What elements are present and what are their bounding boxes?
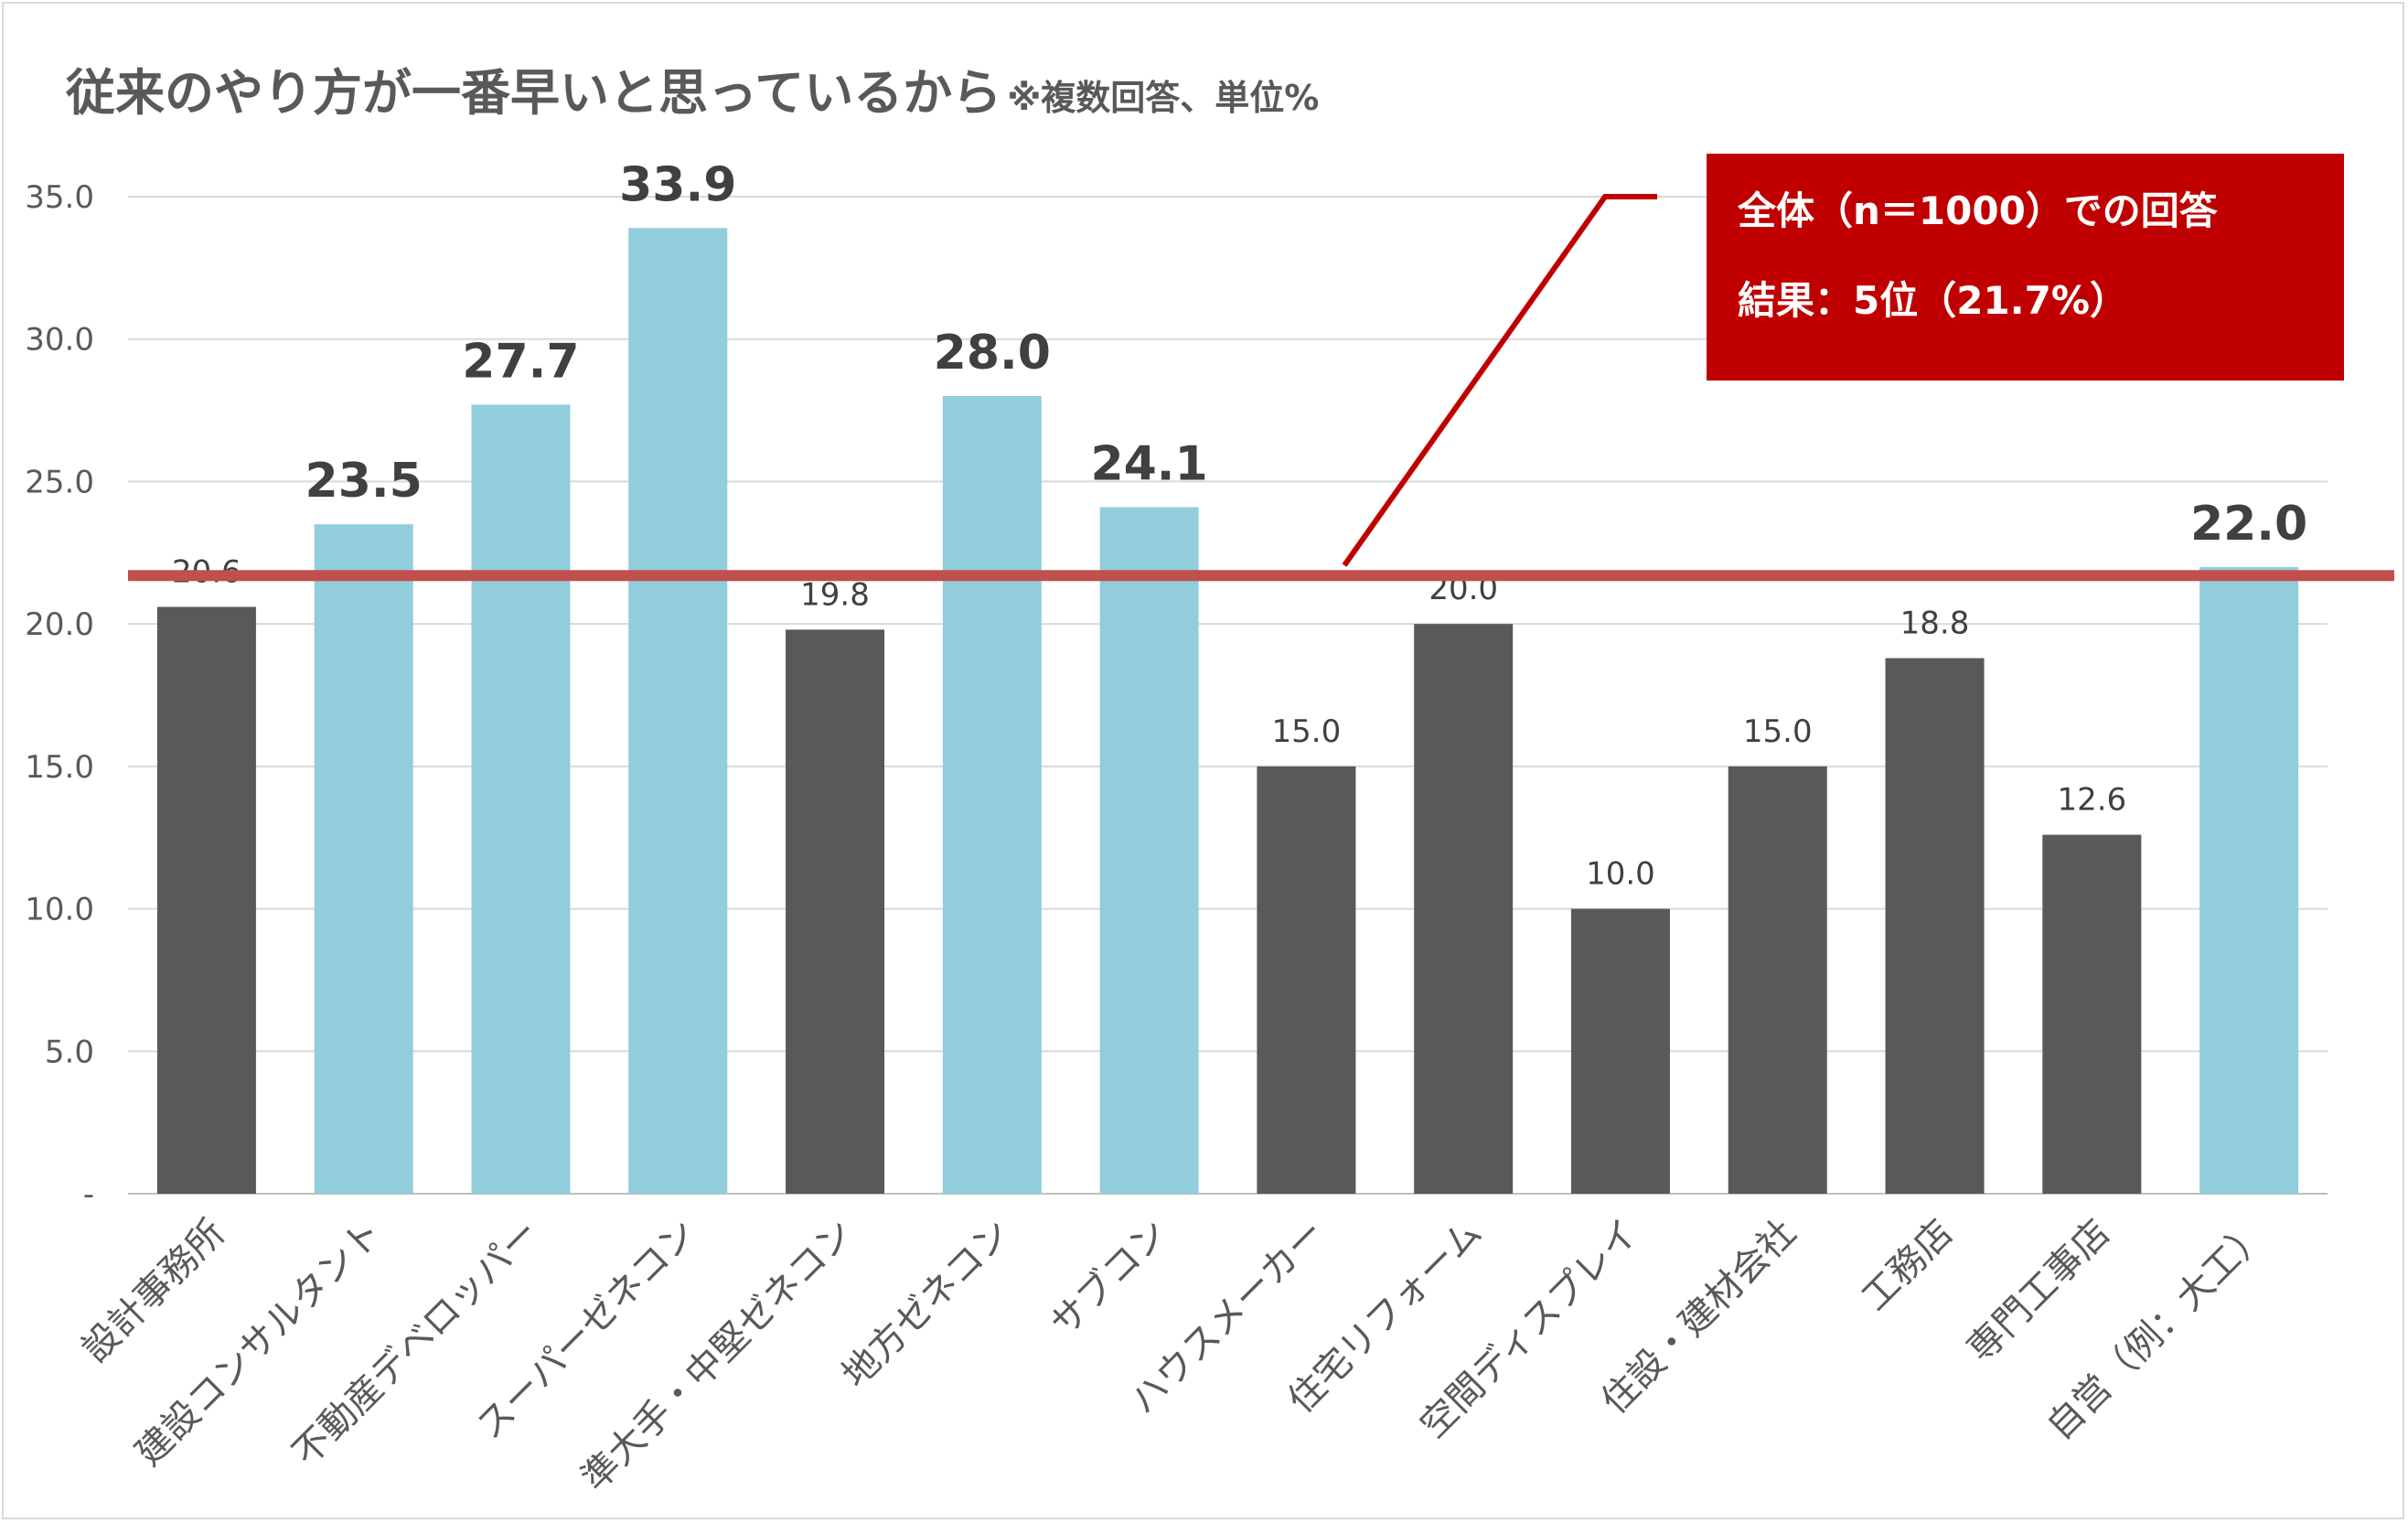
y-tick-label: 5.0: [45, 1034, 94, 1070]
bar: [1570, 908, 1670, 1194]
bar: [314, 524, 413, 1194]
category-label: 工務店: [1854, 1212, 1961, 1319]
category-label: 地方ゼネコン: [834, 1212, 1019, 1397]
y-tick-label: 10.0: [25, 892, 94, 928]
x-axis: 設計事務所建設コンサルタント不動産デベロッパースーパーゼネコン準大手・中堅ゼネコ…: [74, 1212, 2275, 1500]
y-tick-label: 15.0: [25, 749, 94, 786]
callout-line-1: 全体（n＝1000）での回答: [1737, 188, 2219, 233]
chart-title-main: 従来のやり方が一番早いと思っているから: [65, 64, 1001, 122]
reference-line-group: [128, 194, 2394, 582]
bar: [628, 228, 728, 1195]
data-label: 15.0: [1743, 713, 1813, 750]
bar: [1099, 507, 1199, 1194]
chart-title: 従来のやり方が一番早いと思っているから ※複数回答、単位%: [65, 64, 1319, 122]
data-label: 19.8: [800, 576, 870, 613]
data-label: 15.0: [1272, 713, 1342, 750]
data-label: 28.0: [934, 326, 1051, 381]
bar: [156, 606, 256, 1194]
callout-background: [1707, 154, 2344, 381]
callout-box: 全体（n＝1000）での回答 結果：5位（21.7%）: [1707, 154, 2344, 381]
chart-title-note: ※複数回答、単位%: [1007, 78, 1319, 118]
bar: [1414, 624, 1514, 1194]
y-axis: - 5.0 10.0 15.0 20.0 25.0 30.0 35.0: [25, 179, 94, 1213]
data-label: 24.1: [1090, 436, 1207, 491]
bar: [2042, 834, 2142, 1194]
y-tick-label: -: [83, 1176, 94, 1213]
category-label: 専門工事店: [1959, 1212, 2118, 1371]
bar: [786, 629, 885, 1194]
data-label: 33.9: [619, 157, 736, 212]
data-label: 10.0: [1586, 856, 1655, 893]
data-label: 12.6: [2057, 782, 2126, 819]
bar: [471, 404, 571, 1194]
data-label: 18.8: [1900, 606, 1970, 642]
bar: [2199, 566, 2299, 1194]
callout-leader-line: [1342, 194, 1657, 567]
y-tick-label: 20.0: [25, 606, 94, 643]
data-label: 22.0: [2190, 497, 2307, 552]
data-label: 23.5: [305, 454, 423, 509]
y-tick-label: 30.0: [25, 322, 94, 359]
bar: [1885, 658, 1985, 1194]
data-label: 27.7: [462, 334, 579, 389]
y-tick-label: 25.0: [25, 464, 94, 500]
bars: 20.623.527.733.919.828.024.115.020.010.0…: [156, 157, 2307, 1195]
category-label: 設計事務所: [74, 1212, 233, 1371]
bar: [1257, 766, 1356, 1194]
bar: [942, 396, 1042, 1194]
category-label: サブコン: [1043, 1212, 1176, 1346]
callout-line-2: 結果：5位（21.7%）: [1738, 278, 2128, 323]
category-label: 準大手・中堅ゼネコン: [573, 1212, 862, 1500]
y-tick-label: 35.0: [25, 179, 94, 216]
bar: [1728, 766, 1827, 1194]
